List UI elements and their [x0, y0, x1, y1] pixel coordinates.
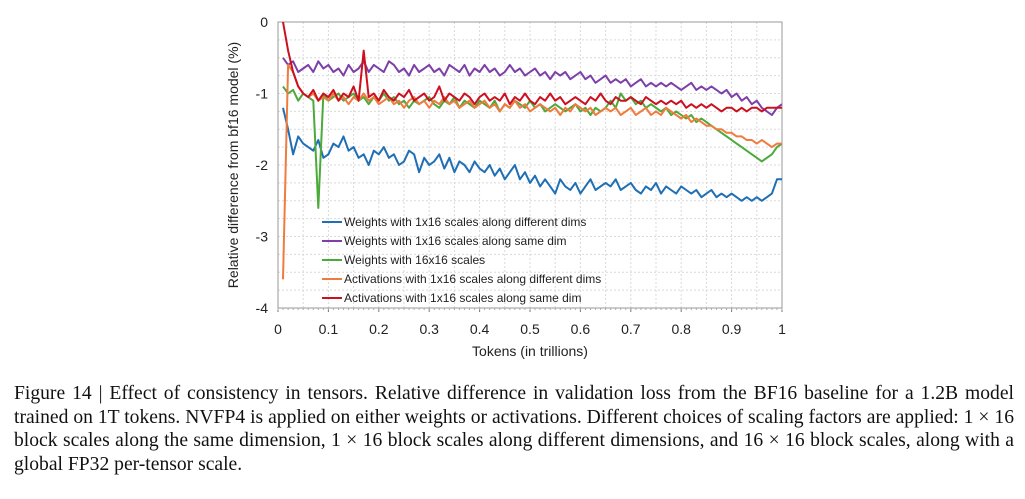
y-tick-label: -4 — [256, 300, 269, 316]
legend-label: Weights with 1x16 scales along different… — [344, 215, 586, 229]
x-tick-label: 0.2 — [369, 321, 389, 337]
y-tick-label: 0 — [260, 14, 268, 30]
y-tick-label: -3 — [256, 229, 269, 245]
x-tick-label: 0 — [274, 321, 282, 337]
line-chart: 0 0.1 0.2 0.3 0.4 0.5 0.6 0.7 0.8 0.9 1 0 -1 -2 -3 -4 W… — [225, 14, 787, 359]
legend: Weights with 1x16 scales along different… — [322, 215, 601, 305]
series-line-4 — [282, 63, 782, 280]
series-line-1 — [282, 107, 782, 202]
x-tick-label: 0.9 — [722, 321, 742, 337]
x-axis-label: Tokens (in trillions) — [472, 343, 588, 359]
legend-label: Weights with 16x16 scales — [344, 253, 485, 267]
x-tick-label: 0.7 — [621, 321, 641, 337]
x-tick-label: 0.5 — [520, 321, 540, 337]
axes: 0 0.1 0.2 0.3 0.4 0.5 0.6 0.7 0.8 0.9 1 0 -1 -2 -3 -4 — [256, 14, 787, 337]
y-axis-label: Relative difference from bf16 model (%) — [225, 42, 241, 288]
x-tick-label: 0.4 — [470, 321, 490, 337]
x-tick-label: 0.3 — [419, 321, 439, 337]
series-line-5 — [282, 22, 782, 113]
x-tick-label: 0.6 — [571, 321, 591, 337]
x-tick-label: 0.8 — [671, 321, 691, 337]
y-tick-label: -2 — [256, 157, 269, 173]
x-tick-label: 0.1 — [319, 321, 339, 337]
figure-caption: Figure 14 | Effect of consistency in ten… — [14, 383, 1014, 475]
y-tick-label: -1 — [256, 86, 269, 102]
legend-label: Activations with 1x16 scales along diffe… — [344, 272, 601, 286]
legend-label: Activations with 1x16 scales along same … — [344, 291, 581, 305]
legend-label: Weights with 1x16 scales along same dim — [344, 234, 567, 248]
x-tick-label: 1 — [778, 321, 786, 337]
series-lines — [282, 22, 782, 280]
